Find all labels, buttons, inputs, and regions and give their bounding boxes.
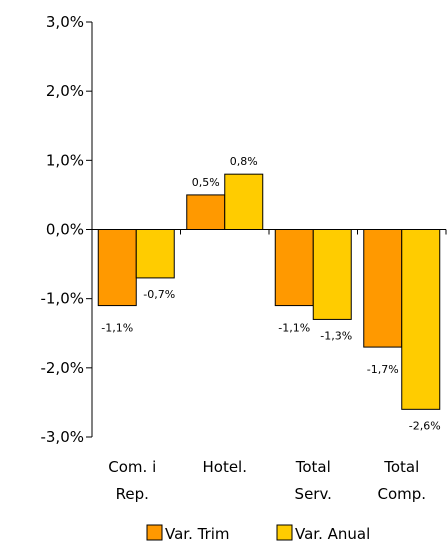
y-tick-label: 3,0% xyxy=(46,13,84,31)
category-label: Serv. xyxy=(295,485,332,503)
legend-label: Var. Anual xyxy=(295,525,370,543)
data-label: -1,7% xyxy=(367,363,399,376)
y-tick-label: 0,0% xyxy=(46,221,84,239)
data-label: -1,1% xyxy=(278,322,310,335)
bar xyxy=(97,229,137,307)
legend-swatch xyxy=(146,524,163,541)
y-tick-label: 1,0% xyxy=(46,151,84,169)
legend-swatch xyxy=(276,524,293,541)
legend-item: Var. Anual xyxy=(276,524,370,543)
category-label: Hotel. xyxy=(202,458,247,476)
data-labels: -1,1% -0,7% 0,5% 0,8% -1,1% -1,3% -1,7% -2,6% xyxy=(101,155,440,432)
bar xyxy=(312,229,352,320)
y-tick-label: -2,0% xyxy=(40,359,84,377)
y-tick-label: -3,0% xyxy=(40,428,84,446)
data-label: -1,1% xyxy=(101,322,133,335)
y-axis: 3,0% 2,0% 1,0% 0,0% -1,0% -2,0% -3,0% xyxy=(40,13,93,446)
legend-item: Var. Trim xyxy=(146,524,230,543)
data-label: 0,5% xyxy=(192,176,220,189)
category-label: Comp. xyxy=(377,485,426,503)
category-label: Rep. xyxy=(116,485,149,503)
bar xyxy=(224,173,264,231)
data-label: 0,8% xyxy=(230,155,258,168)
category-label: Total xyxy=(295,458,331,476)
x-axis: Com. i Rep. Hotel. Total Serv. Total Comp. xyxy=(91,229,447,503)
legend-label: Var. Trim xyxy=(165,525,230,543)
bar xyxy=(363,229,403,348)
bar xyxy=(401,229,441,410)
data-label: -0,7% xyxy=(143,288,175,301)
data-label: -2,6% xyxy=(409,419,441,432)
bars xyxy=(97,173,441,410)
y-tick-label: 2,0% xyxy=(46,82,84,100)
bar xyxy=(274,229,314,307)
bar xyxy=(135,229,175,279)
legend: Var. Trim Var. Anual xyxy=(146,524,370,543)
category-label: Com. i xyxy=(108,458,156,476)
data-label: -1,3% xyxy=(320,329,352,342)
y-tick-label: -1,0% xyxy=(40,290,84,308)
category-label: Total xyxy=(383,458,419,476)
bar xyxy=(186,194,226,231)
